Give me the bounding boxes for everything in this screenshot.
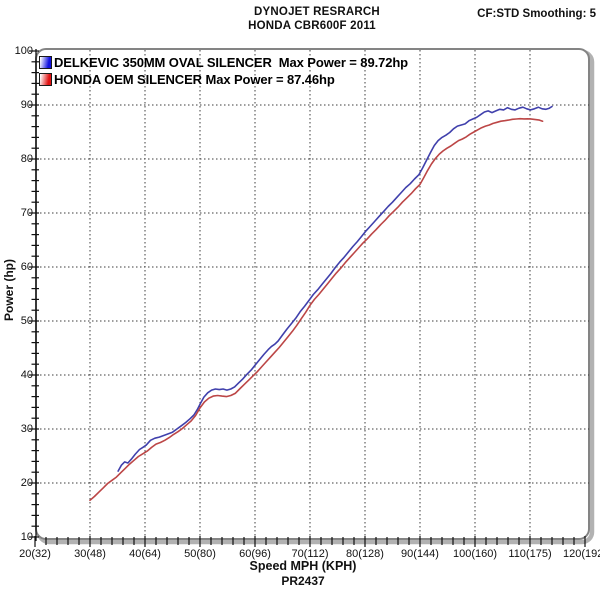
y-tick-label: 70 [20,206,33,219]
x-tick-label: 50(80) [184,548,216,560]
y-tick-label: 90 [20,98,33,111]
y-tick-label: 60 [20,260,33,273]
y-tick-label: 20 [20,476,33,489]
x-axis-title: Speed MPH (KPH) [249,559,357,573]
plot-frame [35,48,590,540]
report-title: DYNOJET RESRARCH [254,6,380,18]
y-axis-title: Power (hp) [2,259,16,321]
x-tick-label: 70(112) [291,548,329,560]
y-tick-label: 100 [14,44,33,57]
y-tick-label: 80 [20,152,33,165]
smoothing-setting: CF:STD Smoothing: 5 [477,8,596,20]
x-tick-label: 100(160) [452,548,498,560]
y-tick-label: 40 [20,368,33,381]
power-curve-honda-oem [89,117,544,502]
x-tick-label: 80(128) [346,548,384,560]
legend-swatch-blue-icon [39,56,52,69]
vehicle-title: HONDA CBR600F 2011 [248,20,376,32]
legend-row-delkevic: DELKEVIC 350MM OVAL SILENCER Max Power =… [39,54,408,71]
legend-swatch-red-icon [39,73,52,86]
y-tick-label: 50 [20,314,33,327]
legend-row-honda-oem: HONDA OEM SILENCER Max Power = 87.46hp [39,71,408,88]
x-tick-label: 40(64) [129,548,161,560]
y-tick-label: 30 [20,422,33,435]
run-id-label: PR2437 [281,574,325,588]
legend-label-delkevic: DELKEVIC 350MM OVAL SILENCER Max Power =… [54,55,409,70]
x-tick-label: 30(48) [74,548,106,560]
x-tick-label: 20(32) [19,548,51,560]
legend-label-honda-oem: HONDA OEM SILENCER Max Power = 87.46hp [54,72,335,87]
x-tick-label: 120(192) [562,548,600,560]
x-tick-label: 90(144) [401,548,439,560]
power-curve-delkevic [117,105,553,472]
chart-legend: DELKEVIC 350MM OVAL SILENCER Max Power =… [39,54,408,88]
y-tick-label: 10 [20,530,33,543]
x-tick-label: 110(175) [508,548,552,560]
x-tick-label: 60(96) [239,548,271,560]
